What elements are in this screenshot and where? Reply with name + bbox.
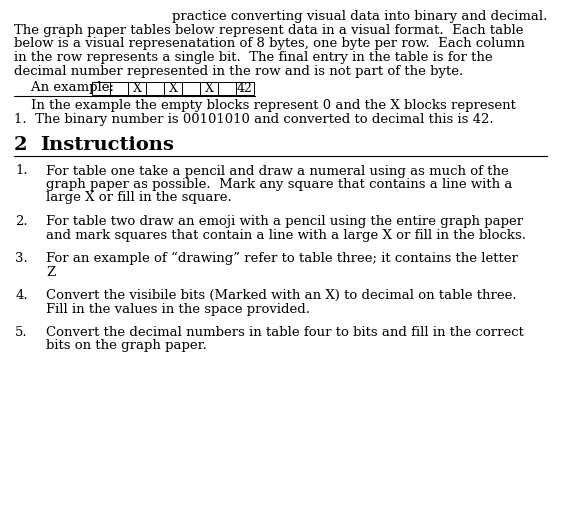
Text: 3.: 3.: [15, 252, 28, 265]
Bar: [110, 82, 128, 95]
Text: X: X: [205, 82, 213, 95]
Bar: [200, 82, 218, 95]
Text: 4.: 4.: [15, 289, 28, 302]
Text: 1.  The binary number is 00101010 and converted to decimal this is 42.: 1. The binary number is 00101010 and con…: [14, 112, 494, 125]
Text: practice converting visual data into binary and decimal.: practice converting visual data into bin…: [172, 10, 547, 23]
Text: Z: Z: [46, 266, 55, 279]
Text: 2.: 2.: [15, 215, 28, 228]
Bar: [128, 82, 146, 95]
Text: large X or fill in the square.: large X or fill in the square.: [46, 192, 232, 205]
Bar: [164, 82, 182, 95]
Bar: [236, 82, 254, 95]
Text: X: X: [168, 82, 177, 95]
Text: 42: 42: [237, 82, 253, 95]
Text: below is a visual represenatation of 8 bytes, one byte per row.  Each column: below is a visual represenatation of 8 b…: [14, 37, 525, 50]
Bar: [146, 82, 164, 95]
Text: The graph paper tables below represent data in a visual format.  Each table: The graph paper tables below represent d…: [14, 24, 523, 37]
Text: graph paper as possible.  Mark any square that contains a line with a: graph paper as possible. Mark any square…: [46, 178, 512, 191]
Bar: [92, 82, 110, 95]
Text: For table two draw an emoji with a pencil using the entire graph paper: For table two draw an emoji with a penci…: [46, 215, 523, 228]
Text: X: X: [132, 82, 141, 95]
Bar: [182, 82, 200, 95]
Text: Convert the visibile bits (Marked with an X) to decimal on table three.: Convert the visibile bits (Marked with a…: [46, 289, 517, 302]
Bar: [218, 82, 236, 95]
Text: In the example the empty blocks represent 0 and the X blocks represent: In the example the empty blocks represen…: [14, 99, 516, 112]
Text: and mark squares that contain a line with a large X or fill in the blocks.: and mark squares that contain a line wit…: [46, 228, 526, 241]
Text: Fill in the values in the space provided.: Fill in the values in the space provided…: [46, 303, 310, 315]
Text: 2: 2: [14, 137, 27, 154]
Text: in the row represents a single bit.  The final entry in the table is for the: in the row represents a single bit. The …: [14, 51, 493, 64]
Text: 5.: 5.: [15, 326, 28, 339]
Text: For an example of “drawing” refer to table three; it contains the letter: For an example of “drawing” refer to tab…: [46, 252, 518, 265]
Text: Convert the decimal numbers in table four to bits and fill in the correct: Convert the decimal numbers in table fou…: [46, 326, 524, 339]
Text: An example:: An example:: [14, 81, 118, 94]
Text: For table one take a pencil and draw a numeral using as much of the: For table one take a pencil and draw a n…: [46, 165, 509, 178]
Text: Instructions: Instructions: [40, 137, 174, 154]
Text: bits on the graph paper.: bits on the graph paper.: [46, 339, 207, 353]
Text: decimal number represented in the row and is not part of the byte.: decimal number represented in the row an…: [14, 65, 463, 78]
Text: 1.: 1.: [15, 165, 28, 178]
